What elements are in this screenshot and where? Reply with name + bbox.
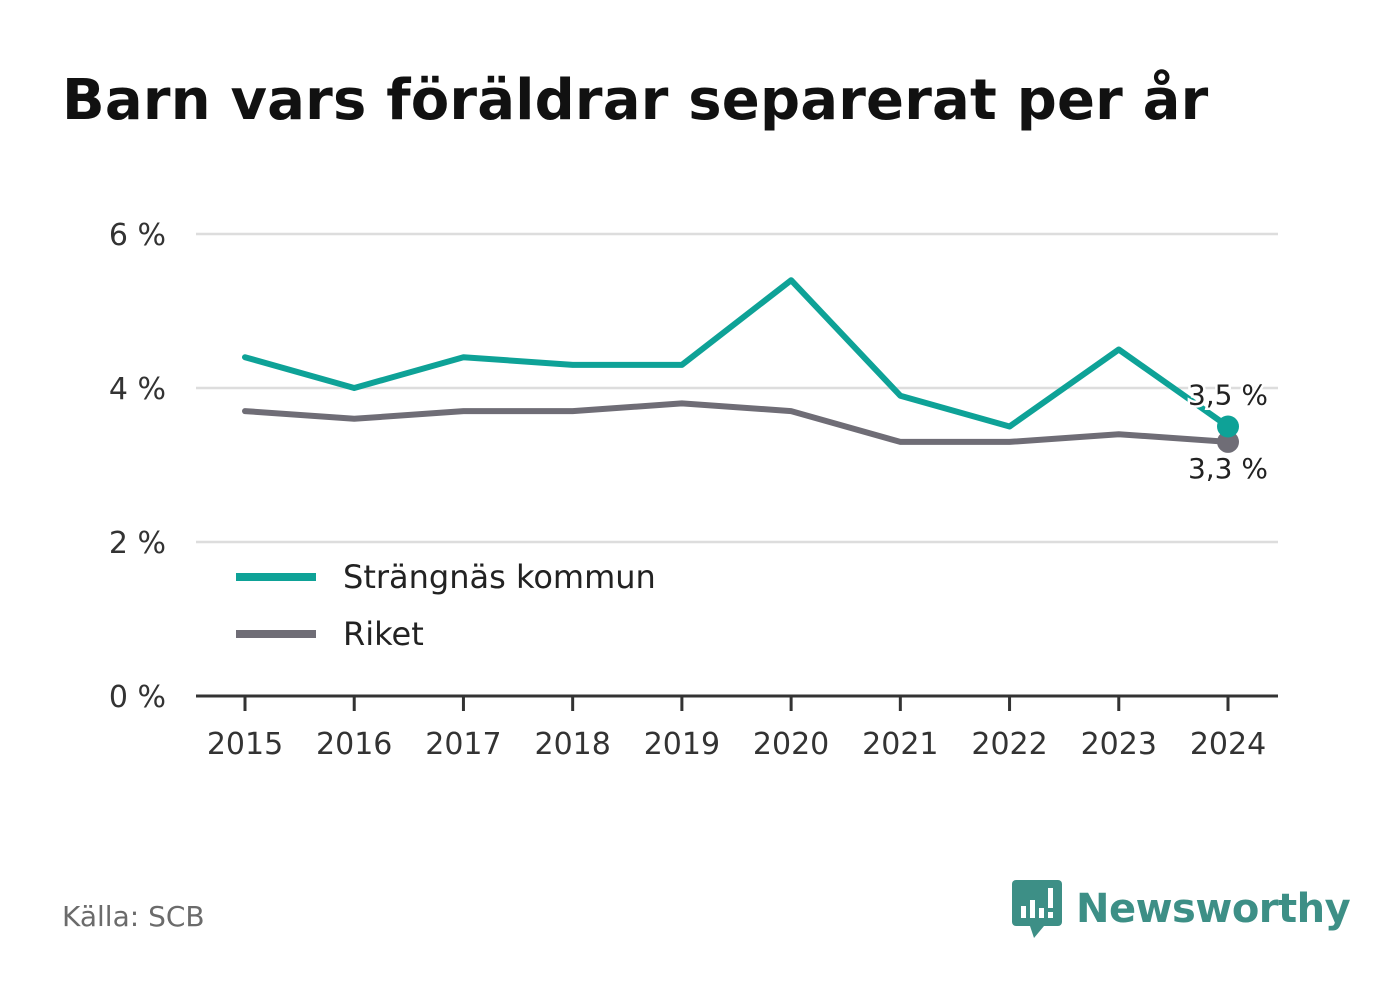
legend-label: Strängnäs kommun — [343, 558, 656, 596]
x-tick-label: 2022 — [971, 727, 1047, 762]
brand-logo: Newsworthy — [1012, 880, 1351, 938]
source-note: Källa: SCB — [62, 900, 205, 933]
newsworthy-logo-icon — [1012, 880, 1062, 938]
brand-name: Newsworthy — [1076, 886, 1351, 932]
data-point — [1217, 430, 1239, 453]
series-line-1 — [242, 277, 1231, 430]
x-tick-label: 2015 — [207, 727, 283, 762]
legend-background — [212, 548, 702, 668]
series-lines: 3,5 % 3,3 % — [242, 277, 1271, 487]
y-tick-label: 2 % — [109, 526, 166, 561]
x-axis-ticks: 2015 2016 2017 2018 2019 2020 2021 2022 2023 2024 — [207, 696, 1266, 762]
x-tick-label: 2020 — [753, 727, 829, 762]
y-axis-ticks: 0 % 2 % 4 % 6 % — [109, 218, 166, 715]
x-tick-label: 2021 — [862, 727, 938, 762]
y-tick-label: 0 % — [109, 680, 166, 715]
x-tick-label: 2018 — [534, 727, 610, 762]
end-value-label: 3,5 % — [1188, 379, 1268, 412]
x-tick-label: 2019 — [644, 727, 720, 762]
y-tick-label: 6 % — [109, 218, 166, 253]
x-tick-label: 2024 — [1190, 727, 1266, 762]
data-point — [1217, 415, 1239, 438]
x-tick-label: 2017 — [425, 727, 501, 762]
x-tick-label: 2023 — [1081, 727, 1157, 762]
legend: Strängnäs kommun Riket — [212, 548, 702, 668]
y-tick-label: 4 % — [109, 372, 166, 407]
end-value-label: 3,3 % — [1188, 452, 1268, 485]
chart-title: Barn vars föräldrar separerat per år — [62, 68, 1209, 133]
series-line-2 — [242, 400, 1231, 445]
legend-label: Riket — [343, 615, 424, 653]
x-tick-label: 2016 — [316, 727, 392, 762]
grid-lines — [196, 232, 1278, 544]
